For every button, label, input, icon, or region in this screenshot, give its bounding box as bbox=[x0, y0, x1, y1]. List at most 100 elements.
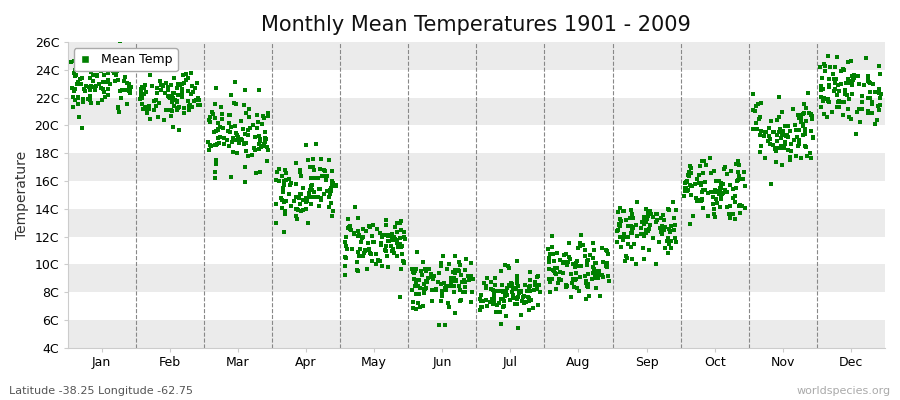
Point bbox=[630, 199, 644, 206]
Point bbox=[803, 150, 817, 156]
Point bbox=[522, 284, 536, 290]
Point bbox=[327, 182, 341, 188]
Point bbox=[158, 80, 173, 86]
Point bbox=[111, 66, 125, 72]
Point bbox=[229, 130, 243, 136]
Point bbox=[241, 131, 256, 138]
Point bbox=[118, 74, 132, 80]
Point bbox=[72, 58, 86, 64]
Point bbox=[202, 118, 217, 125]
Point bbox=[780, 132, 795, 138]
Point bbox=[861, 73, 876, 79]
Point bbox=[312, 166, 327, 172]
Point bbox=[872, 107, 886, 113]
Point bbox=[502, 264, 517, 271]
Point bbox=[792, 137, 806, 143]
Point bbox=[596, 274, 610, 280]
Point bbox=[358, 228, 373, 234]
Point bbox=[259, 144, 274, 150]
Point bbox=[304, 182, 319, 188]
Point bbox=[111, 77, 125, 83]
Point bbox=[328, 182, 343, 188]
Point bbox=[652, 238, 667, 245]
Point bbox=[679, 179, 693, 185]
Point bbox=[644, 211, 658, 218]
Point bbox=[626, 225, 640, 232]
Point bbox=[164, 82, 178, 88]
Point bbox=[695, 158, 709, 164]
Point bbox=[258, 129, 273, 136]
Point bbox=[421, 274, 436, 281]
Point bbox=[783, 148, 797, 155]
Point bbox=[873, 101, 887, 108]
Point bbox=[352, 253, 366, 260]
Point bbox=[182, 103, 196, 110]
Point bbox=[561, 259, 575, 265]
Point bbox=[774, 134, 788, 141]
Point bbox=[861, 110, 876, 116]
Point bbox=[234, 136, 248, 142]
Point bbox=[151, 113, 166, 120]
Point bbox=[425, 298, 439, 304]
Point bbox=[387, 234, 401, 240]
Point bbox=[722, 211, 736, 218]
Point bbox=[305, 182, 320, 189]
Point bbox=[443, 282, 457, 289]
Point bbox=[639, 229, 653, 236]
Bar bbox=[68, 209, 885, 236]
Point bbox=[314, 196, 328, 203]
Point bbox=[409, 266, 423, 272]
Point bbox=[276, 229, 291, 235]
Point bbox=[342, 225, 356, 232]
Point bbox=[163, 95, 177, 101]
Point bbox=[723, 182, 737, 188]
Point bbox=[299, 195, 313, 201]
Point bbox=[253, 169, 267, 175]
Point bbox=[64, 59, 78, 65]
Point bbox=[161, 87, 176, 93]
Point bbox=[87, 87, 102, 94]
Point bbox=[456, 288, 471, 295]
Point bbox=[790, 134, 805, 140]
Point bbox=[669, 206, 683, 213]
Point bbox=[494, 296, 508, 302]
Point bbox=[751, 101, 765, 108]
Point bbox=[574, 232, 589, 238]
Point bbox=[304, 175, 319, 181]
Point bbox=[644, 208, 658, 214]
Point bbox=[549, 286, 563, 292]
Point bbox=[855, 93, 869, 99]
Point bbox=[522, 298, 536, 304]
Point bbox=[461, 273, 475, 279]
Title: Monthly Mean Temperatures 1901 - 2009: Monthly Mean Temperatures 1901 - 2009 bbox=[261, 15, 691, 35]
Point bbox=[301, 219, 315, 226]
Point bbox=[685, 182, 699, 189]
Point bbox=[814, 74, 829, 81]
Point bbox=[342, 224, 356, 231]
Point bbox=[419, 279, 434, 286]
Point bbox=[595, 245, 609, 251]
Point bbox=[356, 234, 370, 240]
Point bbox=[600, 251, 615, 257]
Point bbox=[523, 288, 537, 295]
Point bbox=[845, 90, 859, 97]
Point bbox=[172, 81, 186, 88]
Point bbox=[579, 278, 593, 284]
Point bbox=[590, 268, 604, 274]
Point bbox=[261, 110, 275, 116]
Point bbox=[360, 266, 374, 273]
Point bbox=[614, 244, 628, 250]
Point bbox=[107, 78, 122, 84]
Point bbox=[250, 119, 265, 125]
Point bbox=[730, 178, 744, 184]
Point bbox=[690, 176, 705, 182]
Point bbox=[137, 91, 151, 97]
Point bbox=[192, 97, 206, 103]
Point bbox=[796, 132, 811, 138]
Point bbox=[806, 135, 821, 141]
Point bbox=[338, 263, 352, 270]
Point bbox=[457, 289, 472, 295]
Point bbox=[873, 71, 887, 77]
Point bbox=[135, 92, 149, 98]
Point bbox=[821, 95, 835, 102]
